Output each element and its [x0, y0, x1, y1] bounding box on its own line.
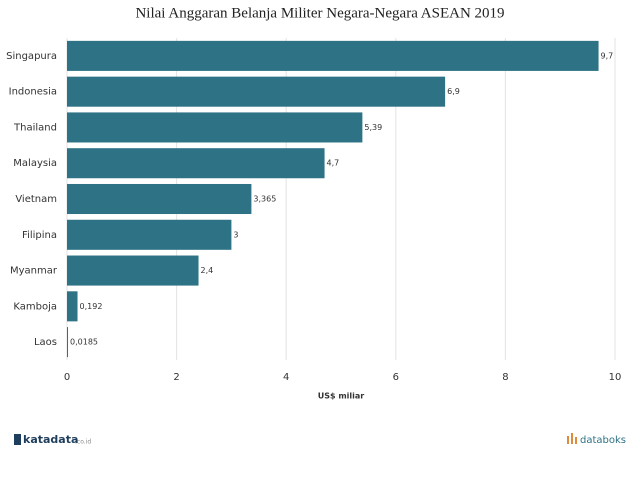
y-tick-label: Vietnam — [15, 194, 57, 205]
brand-icon — [14, 434, 21, 445]
bar — [67, 148, 325, 179]
value-label: 3,365 — [253, 195, 276, 204]
y-tick-label: Indonesia — [9, 87, 57, 98]
brand-right: databoks — [580, 435, 626, 446]
y-tick-label: Myanmar — [10, 266, 58, 277]
x-tick-label: 8 — [502, 372, 508, 383]
chart-title: Nilai Anggaran Belanja Militer Negara-Ne… — [135, 5, 504, 21]
bar — [67, 327, 69, 358]
value-label: 0,192 — [80, 302, 103, 311]
brand-left: katadata — [23, 433, 78, 446]
y-tick-label: Malaysia — [13, 158, 57, 169]
value-label: 9,7 — [601, 51, 614, 60]
bar — [67, 40, 599, 71]
brand-left-suffix: .co.id — [75, 439, 91, 446]
value-label: 4,7 — [327, 159, 340, 168]
y-tick-label: Filipina — [22, 230, 57, 241]
value-label: 5,39 — [364, 123, 382, 132]
x-tick-label: 0 — [64, 372, 70, 383]
x-tick-label: 2 — [173, 372, 179, 383]
value-label: 3 — [233, 230, 238, 239]
bar — [67, 255, 199, 286]
value-label: 6,9 — [447, 87, 460, 96]
y-tick-label: Kamboja — [13, 301, 57, 312]
value-label: 0,0185 — [70, 338, 98, 347]
x-tick-label: 4 — [283, 372, 289, 383]
brand-right-icon — [567, 433, 577, 444]
x-tick-label: 10 — [609, 372, 622, 383]
y-tick-label: Singapura — [6, 51, 57, 62]
bar — [67, 291, 78, 322]
bar — [67, 76, 446, 107]
bar — [67, 183, 252, 215]
x-tick-label: 6 — [393, 372, 399, 383]
x-axis-label: US$ miliar — [318, 392, 365, 401]
bar — [67, 112, 363, 143]
y-tick-label: Thailand — [13, 122, 57, 133]
value-label: 2,4 — [201, 266, 214, 275]
y-tick-label: Laos — [34, 337, 57, 348]
bar — [67, 219, 232, 250]
